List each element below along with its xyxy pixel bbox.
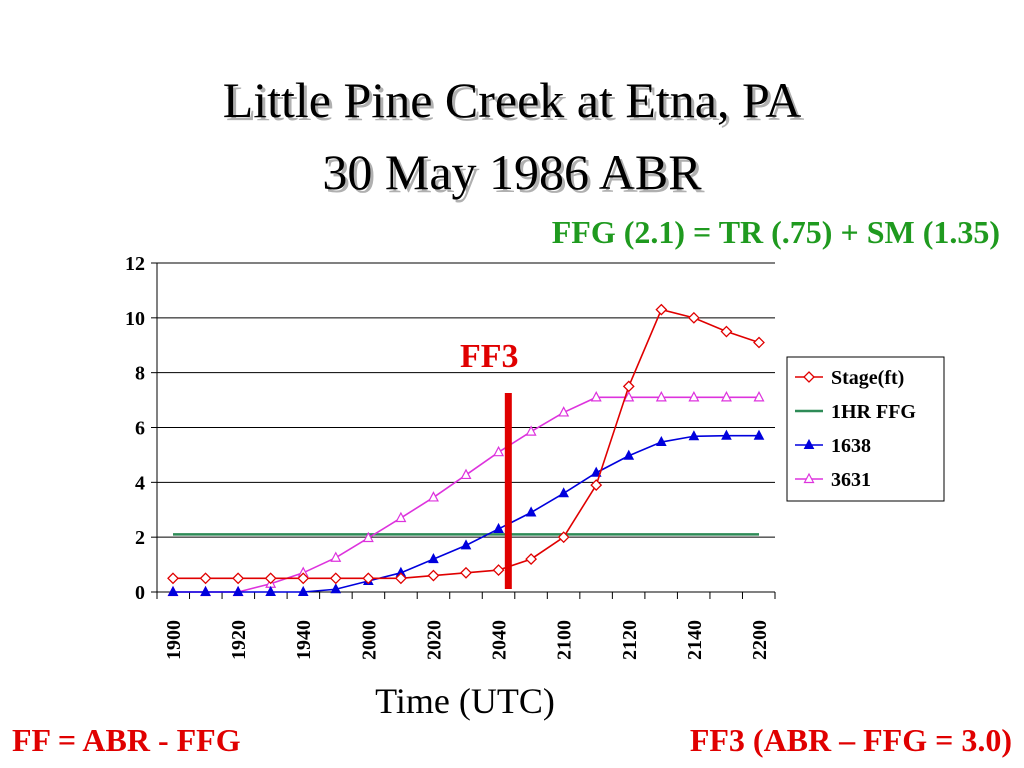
legend: Stage(ft) 1HR FFG 1638 3631 — [786, 356, 945, 502]
y-tick-label: 10 — [125, 308, 145, 330]
legend-label: Stage(ft) — [831, 367, 904, 389]
data-point-stage-ft — [264, 572, 277, 585]
data-point-stage-ft — [687, 311, 700, 324]
y-tick-label: 8 — [135, 363, 145, 385]
chart-subtitle: FFG (2.1) = TR (.75) + SM (1.35) — [551, 214, 1000, 250]
footer-right-text: FF3 (ABR – FFG = 3.0) — [689, 722, 1012, 758]
data-point-1638 — [200, 585, 211, 596]
legend-marker — [803, 472, 815, 484]
data-point-3631 — [688, 391, 700, 402]
data-point-3631 — [395, 511, 407, 523]
data-point-1638 — [688, 430, 700, 441]
data-point-1638 — [297, 585, 309, 596]
data-point-1638 — [558, 487, 569, 498]
data-point-1638 — [460, 539, 472, 550]
legend-marker — [803, 371, 815, 383]
data-point-stage-ft — [329, 572, 342, 585]
data-point-1638 — [753, 429, 765, 440]
data-point-stage-ft — [590, 479, 603, 491]
data-point-1638 — [330, 583, 342, 594]
data-point-stage-ft — [525, 553, 538, 566]
y-tick-label: 0 — [135, 582, 145, 604]
legend-label: 1638 — [831, 435, 871, 457]
data-point-3631 — [525, 425, 537, 436]
x-tick-label: 1940 — [293, 620, 315, 660]
footer-left-text: FF = ABR - FFG — [12, 722, 241, 758]
data-point-1638 — [525, 506, 537, 517]
chart-title-line2: 30 May 1986 ABR — [322, 144, 702, 200]
x-tick-label: 2000 — [358, 620, 380, 660]
data-point-1638 — [428, 553, 439, 564]
x-tick-label: 2200 — [749, 620, 771, 660]
data-point-1638 — [265, 585, 276, 596]
data-point-stage-ft — [199, 572, 212, 585]
legend-label: 3631 — [831, 469, 871, 491]
y-tick-label: 4 — [135, 472, 145, 494]
x-tick-label: 2120 — [619, 620, 641, 660]
data-point-stage-ft — [492, 564, 505, 576]
series-layer — [167, 303, 765, 597]
data-point-3631 — [655, 391, 667, 402]
data-point-3631 — [493, 445, 505, 457]
data-point-3631 — [460, 468, 472, 480]
data-point-3631 — [590, 391, 602, 402]
data-point-1638 — [623, 449, 635, 460]
legend-box — [786, 356, 945, 502]
legend-marker — [803, 438, 815, 449]
y-tick-label: 12 — [125, 253, 145, 275]
data-point-3631 — [623, 391, 635, 402]
data-point-stage-ft — [460, 566, 472, 579]
axes: 0 2 4 6 8 10 12 1900 1920 1940 2000 2020 2040 2100 212… — [125, 253, 776, 660]
y-tick-label: 6 — [135, 418, 145, 440]
data-point-3631 — [720, 391, 732, 402]
data-point-stage-ft — [655, 303, 668, 316]
data-point-stage-ft — [232, 572, 245, 585]
x-tick-label: 2140 — [684, 620, 706, 660]
x-tick-label: 2040 — [489, 620, 511, 660]
data-point-stage-ft — [622, 380, 635, 393]
data-point-stage-ft — [297, 572, 310, 585]
data-point-1638 — [590, 466, 602, 477]
data-point-3631 — [427, 491, 439, 502]
data-point-1638 — [493, 522, 504, 533]
data-point-stage-ft — [362, 572, 375, 585]
data-point-3631 — [753, 391, 765, 402]
series-line-3631 — [173, 396, 759, 593]
data-point-3631 — [330, 551, 342, 562]
data-point-3631 — [362, 531, 374, 543]
data-point-stage-ft — [753, 336, 765, 349]
data-point-stage-ft — [427, 569, 440, 582]
data-point-stage-ft — [394, 572, 407, 585]
chart-title-line1: Little Pine Creek at Etna, PA — [222, 72, 802, 128]
data-point-1638 — [721, 429, 732, 440]
x-tick-label: 1920 — [228, 620, 250, 660]
data-point-stage-ft — [720, 325, 733, 338]
data-point-1638 — [232, 585, 244, 596]
y-tick-label: 2 — [135, 527, 145, 549]
x-tick-label: 2020 — [423, 620, 445, 660]
x-tick-label: 2100 — [554, 620, 576, 660]
data-point-stage-ft — [557, 531, 570, 544]
x-axis-label: Time (UTC) — [375, 681, 555, 721]
data-point-1638 — [167, 585, 179, 596]
x-tick-label: 1900 — [163, 620, 185, 660]
ff3-annotation: FF3 — [460, 338, 519, 375]
data-point-stage-ft — [167, 572, 179, 585]
legend-label: 1HR FFG — [831, 401, 916, 423]
data-point-1638 — [656, 435, 667, 447]
data-point-3631 — [558, 406, 570, 417]
grid-lines — [157, 262, 775, 538]
